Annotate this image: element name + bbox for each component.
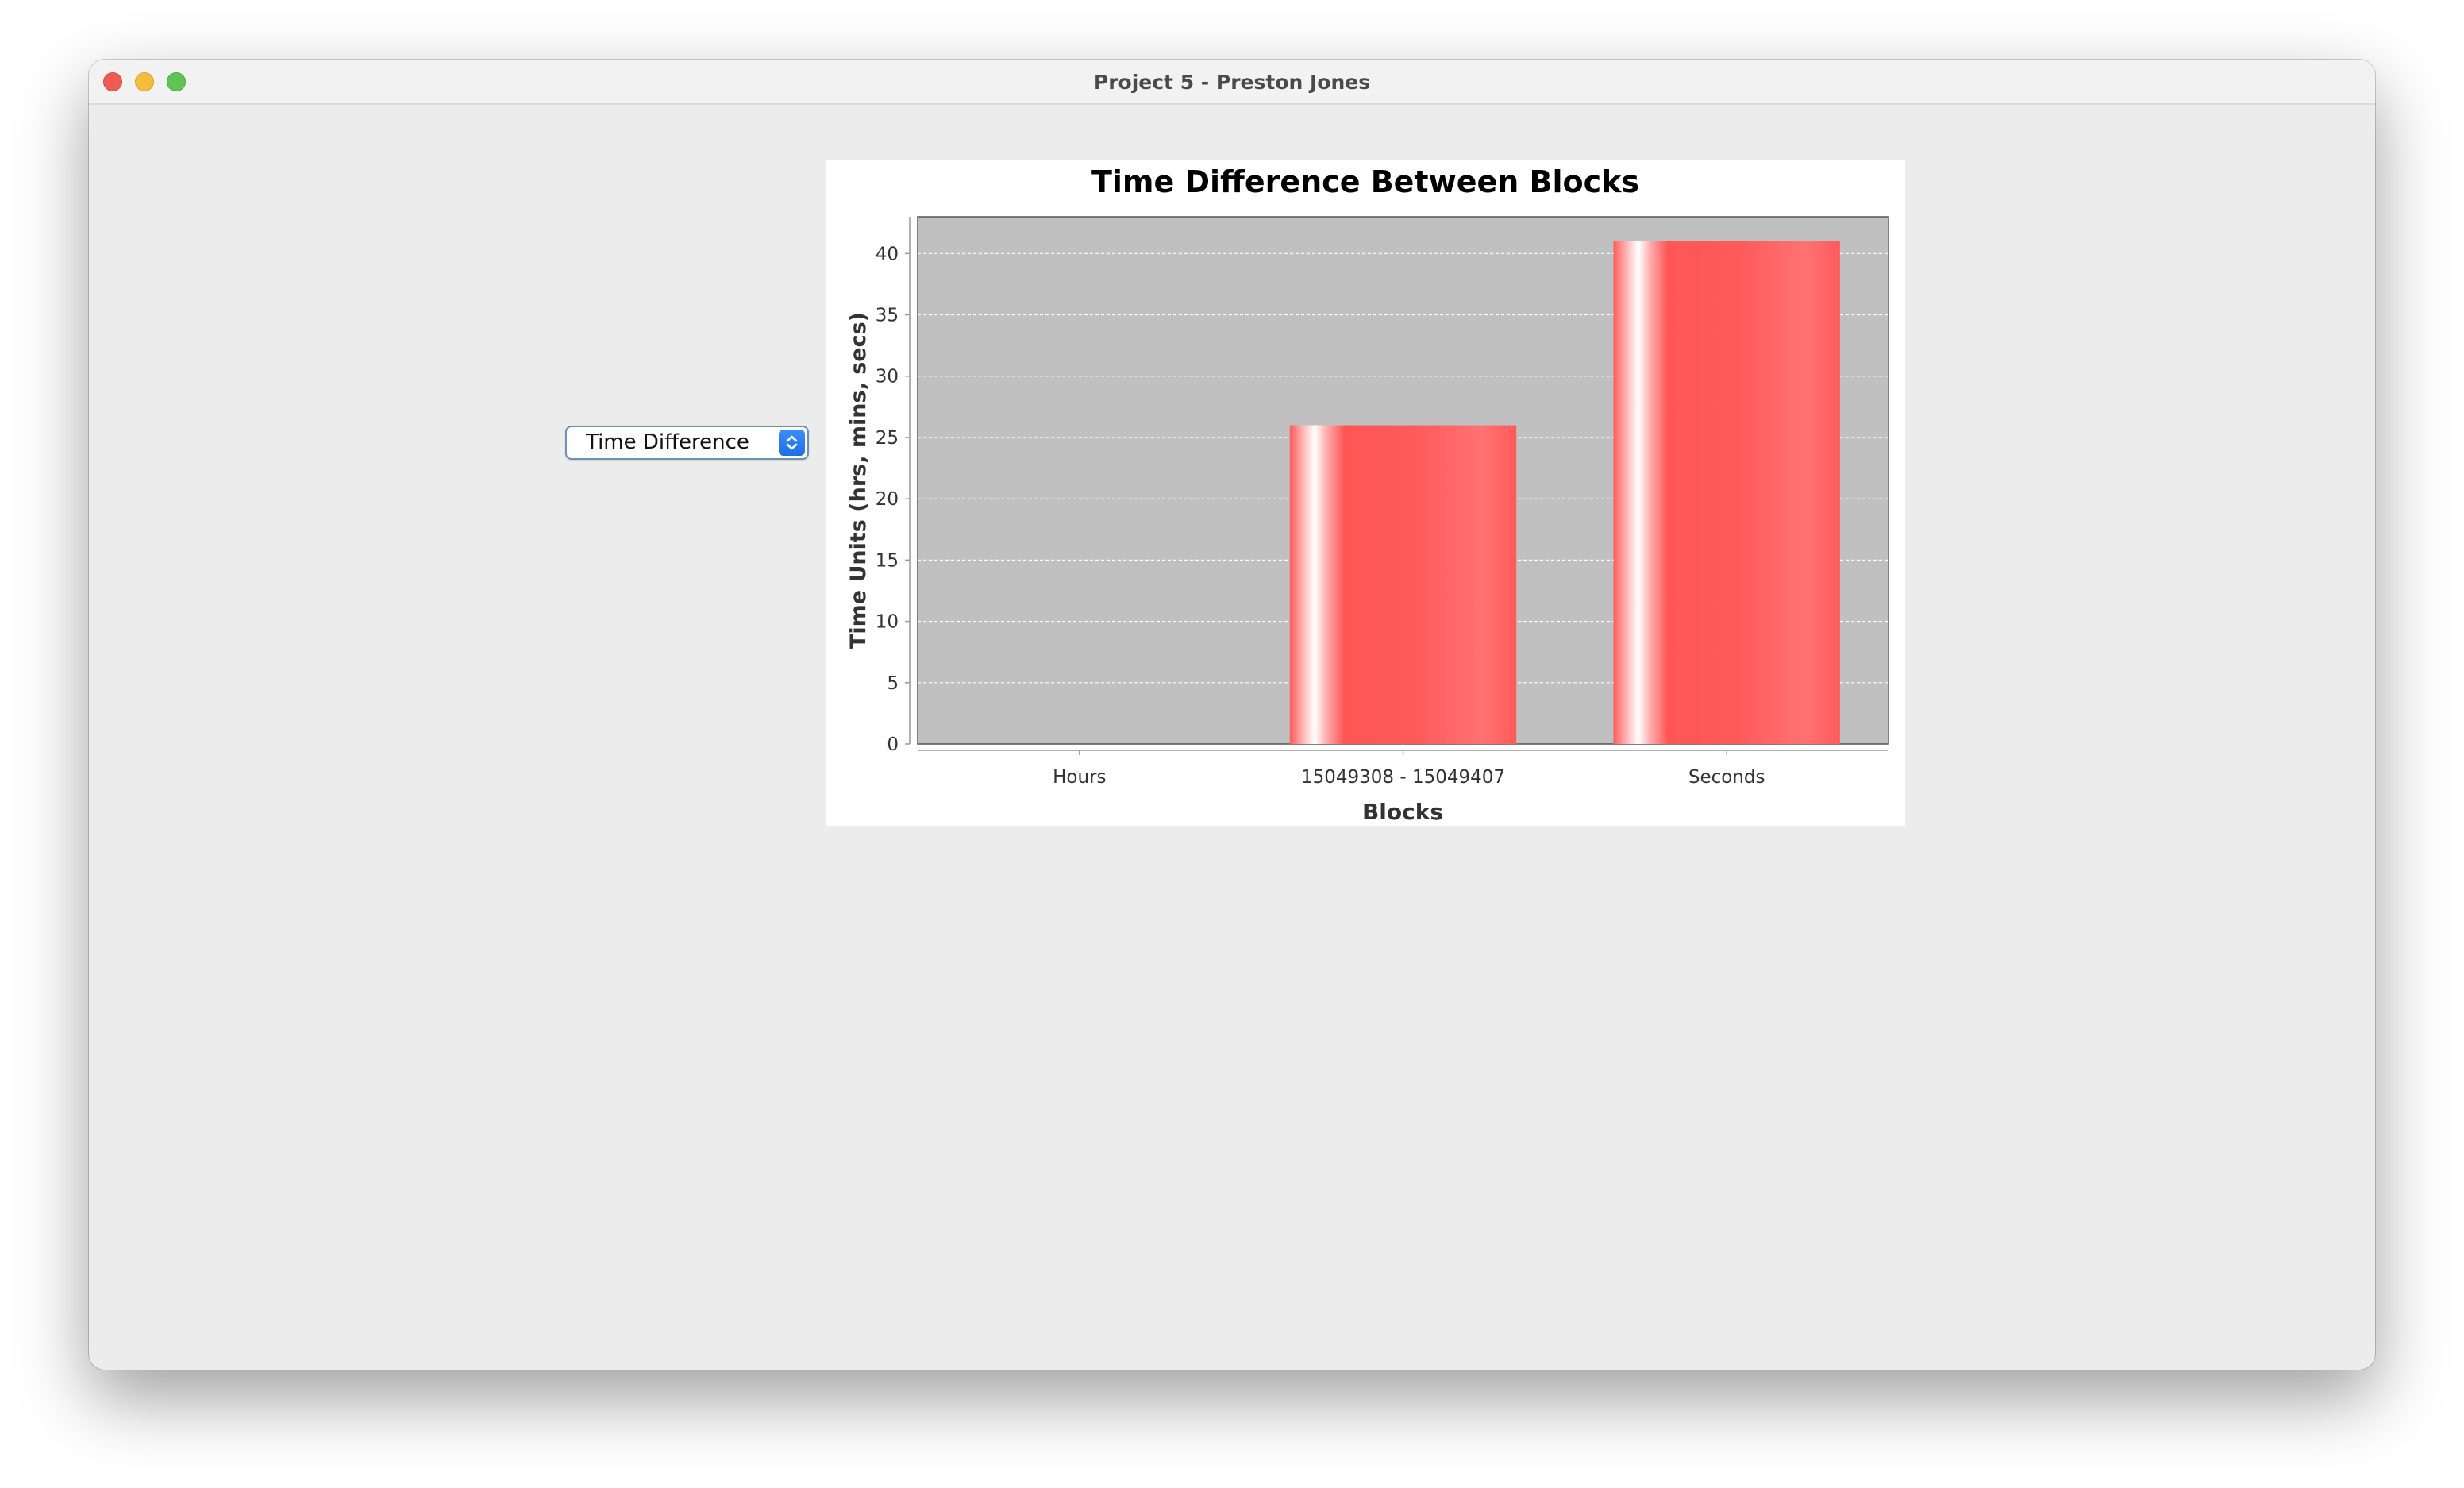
app-window: Project 5 - Preston Jones Time Differenc… bbox=[89, 60, 2375, 1370]
chart-type-select-value: Time Difference bbox=[586, 430, 749, 454]
bars bbox=[1289, 241, 1840, 744]
x-tick-label: 15049308 - 15049407 bbox=[1301, 767, 1505, 788]
minimize-icon[interactable] bbox=[135, 72, 154, 91]
x-tick-label: Seconds bbox=[1688, 767, 1765, 788]
y-tick-label: 40 bbox=[876, 244, 899, 264]
y-tick-label: 35 bbox=[876, 306, 899, 326]
zoom-icon[interactable] bbox=[167, 72, 186, 91]
chart-title: Time Difference Between Blocks bbox=[1091, 164, 1639, 199]
x-axis-ticks: Hours 15049308 - 15049407 Seconds bbox=[1053, 750, 1765, 788]
y-tick-label: 0 bbox=[887, 734, 899, 755]
y-axis-label: Time Units (hrs, mins, secs) bbox=[846, 312, 871, 649]
content-area: Time Difference bbox=[89, 105, 2375, 1370]
y-tick-label: 10 bbox=[876, 612, 899, 633]
y-tick-label: 20 bbox=[876, 489, 899, 510]
chart-panel: Time Difference Between Blocks 0 5 10 15 20 2… bbox=[826, 160, 1905, 826]
close-icon[interactable] bbox=[103, 72, 122, 91]
x-axis-label: Blocks bbox=[1362, 799, 1443, 825]
window-title: Project 5 - Preston Jones bbox=[1093, 71, 1371, 94]
bar bbox=[1289, 425, 1517, 744]
x-tick-label: Hours bbox=[1053, 767, 1106, 788]
y-tick-label: 30 bbox=[876, 367, 899, 387]
y-tick-label: 15 bbox=[876, 550, 899, 571]
y-tick-label: 25 bbox=[876, 428, 899, 449]
y-axis-ticks: 0 5 10 15 20 25 30 35 40 bbox=[876, 244, 910, 755]
title-bar: Project 5 - Preston Jones bbox=[89, 60, 2375, 105]
chart-type-select[interactable]: Time Difference bbox=[565, 426, 809, 460]
bar-chart: Time Difference Between Blocks 0 5 10 15 20 2… bbox=[846, 164, 1889, 825]
bar bbox=[1613, 241, 1840, 744]
up-down-chevron-icon[interactable] bbox=[779, 430, 805, 456]
y-tick-label: 5 bbox=[887, 673, 899, 694]
